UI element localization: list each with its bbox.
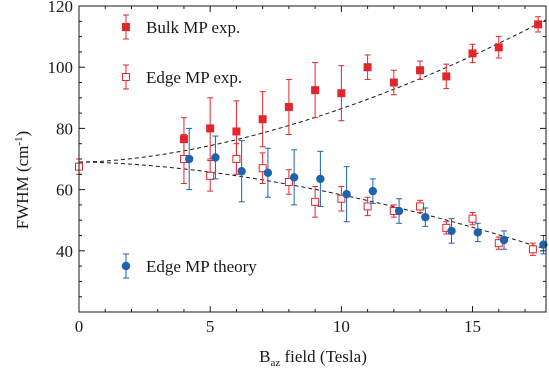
x-axis-label: Baz field (Tesla) [259, 347, 367, 369]
data-point [442, 72, 451, 81]
data-point [206, 124, 215, 133]
legend-label: Edge MP exp. [146, 68, 242, 87]
data-point [416, 202, 425, 211]
data-point [468, 214, 477, 223]
y-tick-label: 120 [48, 0, 74, 16]
fit-lines [78, 19, 547, 250]
legend-item: Edge MP theory [121, 253, 257, 279]
data-point [534, 20, 543, 29]
legend-marker [122, 73, 130, 81]
y-axis-label: FWHM (cm-1) [13, 131, 32, 229]
data-point [421, 212, 430, 222]
data-point [263, 168, 273, 177]
data-point [447, 226, 456, 236]
data-point [337, 89, 346, 98]
legend-marker [121, 261, 131, 271]
fit-line [78, 19, 547, 163]
x-tick-label: 15 [464, 317, 481, 336]
y-tick-label: 80 [56, 119, 73, 138]
x-tick-label: 10 [333, 317, 350, 336]
data-point [394, 206, 404, 216]
data-point [258, 115, 267, 124]
legend-label: Bulk MP exp. [146, 18, 240, 37]
data-point [211, 153, 220, 162]
data-layer [75, 16, 548, 256]
legend: Bulk MP exp. Edge MP exp. Edge MP theory [121, 14, 257, 279]
data-point [337, 194, 346, 203]
data-point [494, 43, 503, 52]
series-filled-circle [184, 127, 548, 255]
data-point [363, 202, 372, 211]
data-point [473, 228, 482, 237]
data-point [284, 102, 293, 111]
fit-line [79, 161, 547, 250]
data-point [232, 155, 241, 163]
axes: 0 5 10 15 40 60 80 100 120 [48, 0, 547, 336]
data-point [539, 240, 548, 249]
x-tick-label: 0 [75, 317, 84, 336]
y-tick-label: 40 [56, 242, 73, 261]
series-open-square [75, 134, 537, 256]
data-point [289, 173, 299, 182]
data-point [232, 127, 241, 136]
data-point [468, 49, 477, 58]
data-point [206, 171, 215, 180]
data-point [184, 154, 194, 164]
data-point [342, 189, 351, 199]
data-point [237, 167, 246, 176]
legend-item: Bulk MP exp. [122, 14, 240, 40]
data-point [368, 186, 378, 196]
legend-marker [122, 23, 130, 31]
data-point [389, 78, 398, 87]
data-point [363, 63, 372, 72]
x-tick-label: 5 [206, 317, 215, 336]
data-point [416, 66, 425, 75]
data-point [311, 86, 320, 95]
data-point [258, 164, 267, 173]
data-point [284, 177, 293, 186]
data-point [528, 245, 537, 254]
data-point [311, 197, 320, 206]
legend-label: Edge MP theory [146, 257, 257, 276]
legend-item: Edge MP exp. [122, 64, 242, 90]
y-tick-label: 100 [48, 58, 74, 77]
y-tick-label: 60 [56, 181, 73, 200]
data-point [316, 174, 325, 184]
data-point [499, 235, 509, 245]
